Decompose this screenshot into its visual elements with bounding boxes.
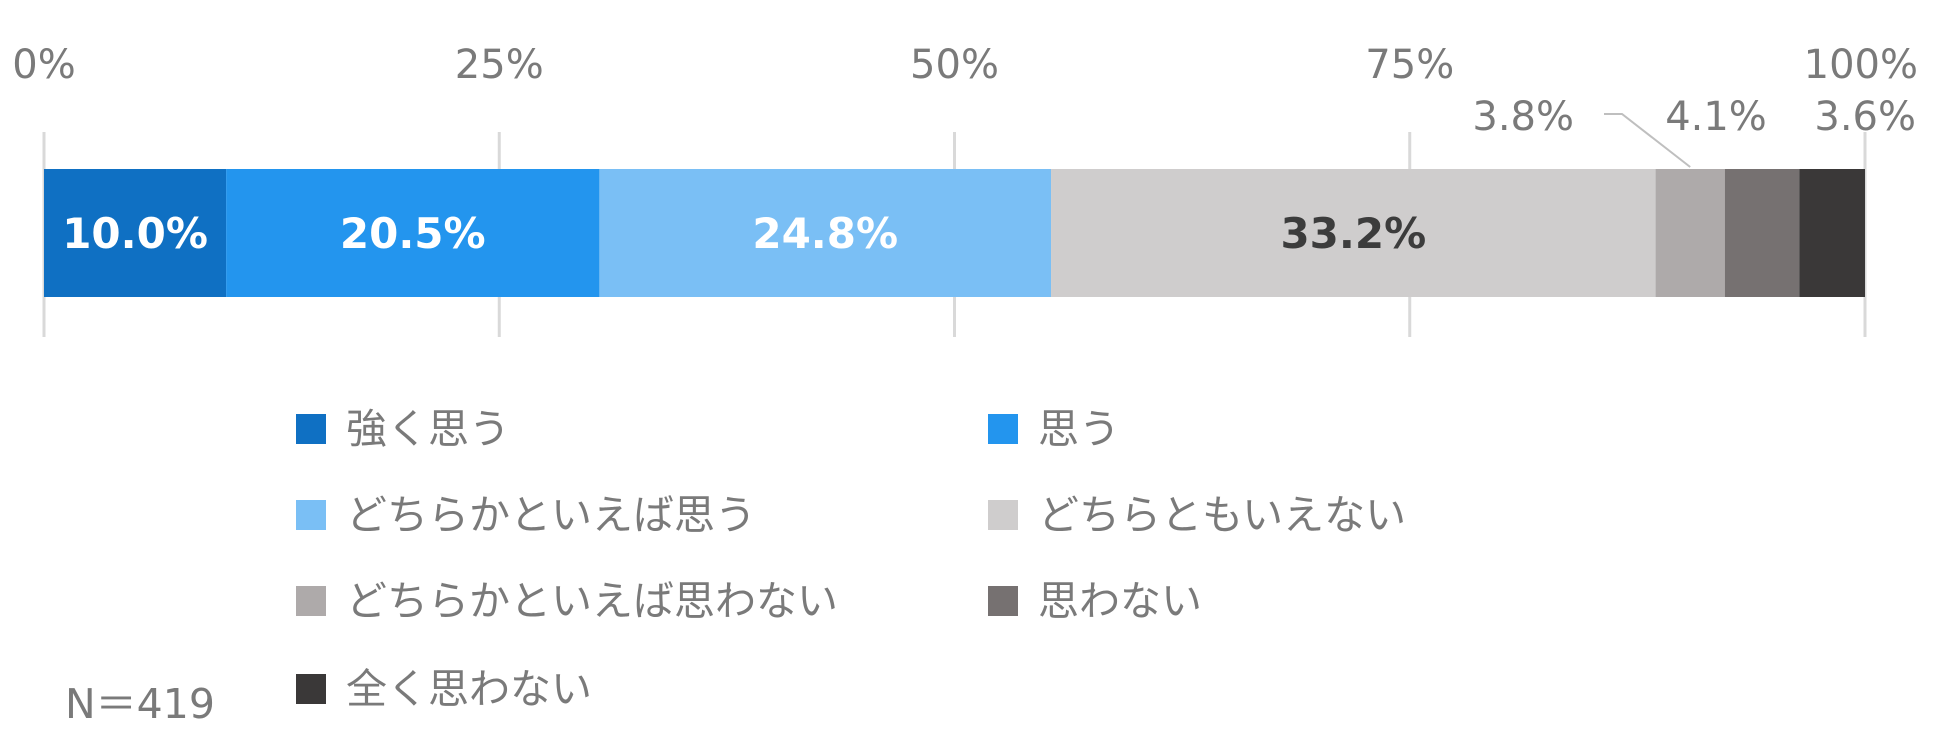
legend-swatch <box>296 674 326 704</box>
bar-segment <box>1724 169 1800 297</box>
bar-segment <box>1655 169 1725 297</box>
data-label: 20.5% <box>340 209 486 258</box>
data-label: 24.8% <box>752 209 898 258</box>
data-label: 10.0% <box>62 209 208 258</box>
x-tick-label: 75% <box>1365 42 1454 88</box>
stacked-bar <box>44 169 1865 297</box>
data-labels: 10.0% 20.5% 24.8% 33.2% 3.8% 4.1% 3.6% <box>62 94 1916 258</box>
data-label: 33.2% <box>1280 209 1426 258</box>
bar-segment <box>599 169 1052 297</box>
legend-swatch <box>988 586 1018 616</box>
sample-size-label: N＝419 <box>65 680 215 728</box>
legend-label: どちらかといえば思わない <box>346 577 838 625</box>
legend-label: 思う <box>1038 405 1120 453</box>
bar-segment <box>1051 169 1656 297</box>
legend-swatch <box>296 500 326 530</box>
legend-swatch <box>988 414 1018 444</box>
legend-swatch <box>296 414 326 444</box>
legend-label: 思わない <box>1038 577 1202 625</box>
x-axis-tick-labels: 0% 25% 50% 75% 100% <box>12 42 1918 88</box>
data-label: 3.8% <box>1472 94 1574 140</box>
x-tick-label: 100% <box>1804 42 1918 88</box>
leader-line <box>1604 113 1691 168</box>
bar-segment <box>226 169 600 297</box>
x-tick-label: 25% <box>455 42 544 88</box>
data-label: 4.1% <box>1665 94 1767 140</box>
bar-segment <box>44 169 227 297</box>
x-tick-label: 0% <box>12 42 75 88</box>
bar-segment <box>1799 169 1865 297</box>
x-tick-label: 50% <box>910 42 999 88</box>
legend-label: どちらともいえない <box>1038 491 1406 539</box>
legend-swatch <box>296 586 326 616</box>
legend-label: 強く思う <box>346 405 510 453</box>
legend-label: どちらかといえば思う <box>346 491 756 539</box>
data-label: 3.6% <box>1814 94 1916 140</box>
legend-label: 全く思わない <box>346 665 592 713</box>
legend-swatch <box>988 500 1018 530</box>
